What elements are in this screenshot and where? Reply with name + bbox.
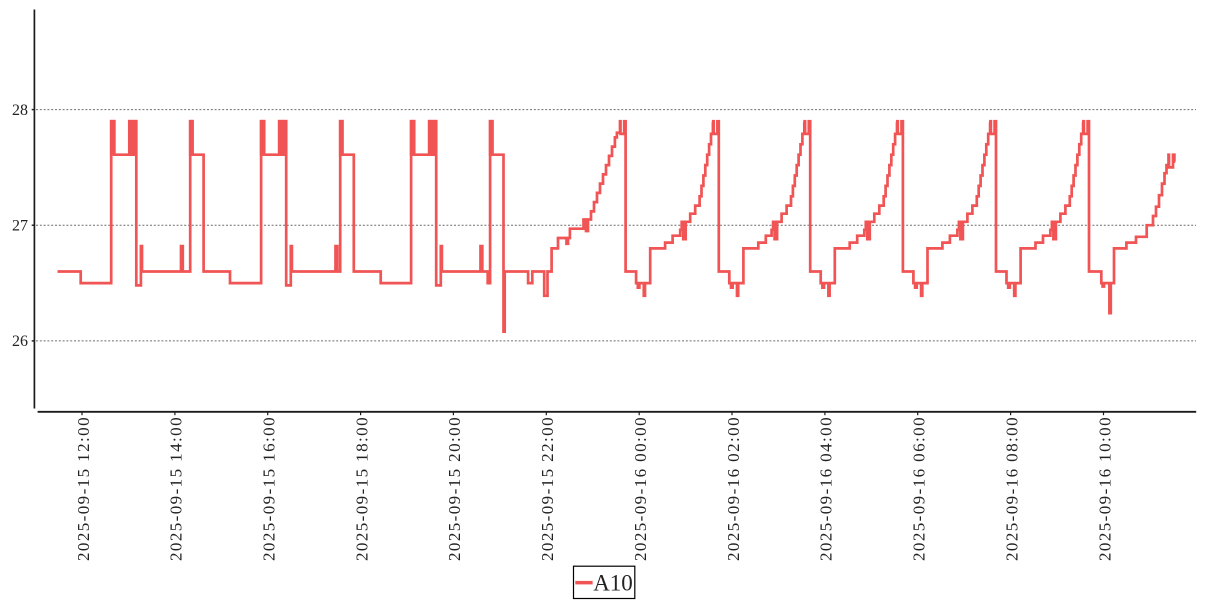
- svg-text:2025-09-15 14:00: 2025-09-15 14:00: [167, 416, 186, 561]
- svg-text:2025-09-15 16:00: 2025-09-15 16:00: [260, 416, 279, 561]
- svg-text:2025-09-16 00:00: 2025-09-16 00:00: [631, 416, 650, 561]
- svg-text:2025-09-15 18:00: 2025-09-15 18:00: [352, 416, 371, 561]
- svg-text:2025-09-16 02:00: 2025-09-16 02:00: [724, 416, 743, 561]
- svg-text:A10: A10: [593, 570, 633, 595]
- svg-text:2025-09-16 08:00: 2025-09-16 08:00: [1002, 416, 1021, 561]
- svg-text:2025-09-15 12:00: 2025-09-15 12:00: [74, 416, 93, 561]
- svg-text:27: 27: [12, 218, 28, 235]
- svg-text:28: 28: [12, 102, 28, 119]
- svg-text:2025-09-15 22:00: 2025-09-15 22:00: [538, 416, 557, 561]
- svg-text:2025-09-16 10:00: 2025-09-16 10:00: [1095, 416, 1114, 561]
- svg-text:2025-09-16 04:00: 2025-09-16 04:00: [817, 416, 836, 561]
- svg-text:2025-09-15 20:00: 2025-09-15 20:00: [445, 416, 464, 561]
- svg-text:26: 26: [12, 333, 28, 350]
- svg-text:2025-09-16 06:00: 2025-09-16 06:00: [910, 416, 929, 561]
